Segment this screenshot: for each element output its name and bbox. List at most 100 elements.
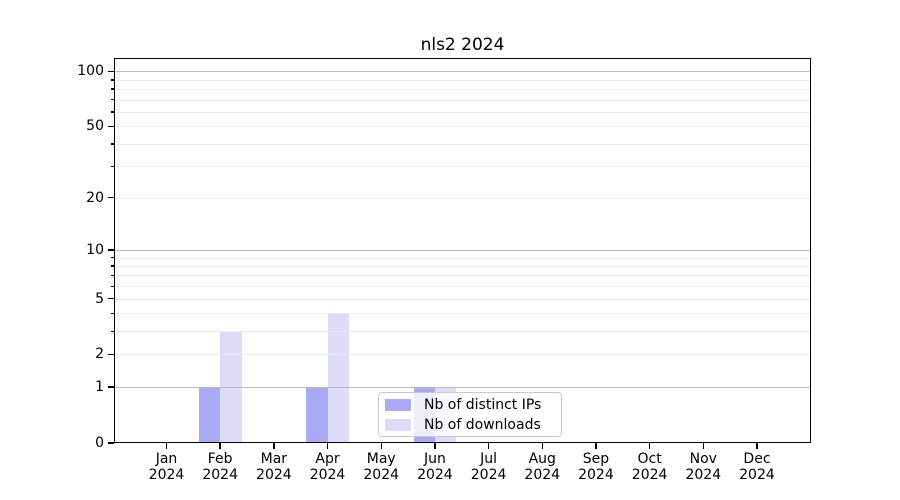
y-tick-label-2: 2 bbox=[95, 346, 104, 363]
x-tick-oct bbox=[648, 443, 651, 449]
y-tick-10 bbox=[108, 249, 114, 251]
y-tick-label-10: 10 bbox=[86, 241, 104, 258]
y-gridline-2 bbox=[114, 354, 811, 356]
x-tick-label-jan: Jan 2024 bbox=[127, 451, 207, 483]
x-tick-aug bbox=[541, 443, 543, 449]
y-gridline-10 bbox=[114, 249, 811, 251]
x-tick-year: 2024 bbox=[148, 467, 185, 483]
y-gridline-6 bbox=[114, 286, 811, 288]
y-gridline-50 bbox=[114, 126, 811, 128]
x-tick-label-feb: Feb 2024 bbox=[180, 451, 260, 483]
x-tick-year: 2024 bbox=[256, 467, 292, 483]
x-tick-label-oct: Oct 2024 bbox=[610, 451, 690, 483]
x-tick-label-dec: Dec 2024 bbox=[717, 451, 797, 483]
x-tick-jul bbox=[487, 443, 490, 449]
x-tick-label-may: May 2024 bbox=[341, 451, 421, 483]
x-tick-year: 2024 bbox=[470, 467, 507, 483]
x-tick-label-sep: Sep 2024 bbox=[556, 451, 636, 483]
x-tick-label-mar: Mar 2024 bbox=[234, 451, 314, 483]
y-gridline-30 bbox=[114, 166, 811, 168]
y-gridline-1 bbox=[114, 387, 811, 389]
x-tick-year: 2024 bbox=[578, 467, 614, 483]
legend-swatch-distinct-ips bbox=[385, 398, 411, 411]
x-tick-jan bbox=[165, 443, 168, 449]
y-tick-label-0: 0 bbox=[95, 435, 104, 451]
x-tick-year: 2024 bbox=[363, 467, 400, 483]
x-tick-year: 2024 bbox=[309, 467, 346, 483]
y-gridline-8 bbox=[114, 265, 811, 267]
y-gridline-5 bbox=[114, 298, 811, 300]
y-gridline-70 bbox=[114, 99, 811, 101]
x-tick-year: 2024 bbox=[631, 467, 668, 483]
x-tick-mar bbox=[273, 443, 275, 449]
x-tick-month: Dec bbox=[743, 451, 771, 467]
y-tick-label-100: 100 bbox=[77, 63, 104, 80]
y-tick-label-1: 1 bbox=[95, 379, 104, 396]
x-tick-month: Feb bbox=[207, 451, 233, 467]
x-tick-label-nov: Nov 2024 bbox=[663, 451, 743, 483]
x-tick-sep bbox=[595, 443, 597, 449]
y-minortick-8 bbox=[110, 265, 114, 267]
y-gridline-20 bbox=[114, 197, 811, 199]
legend-swatch-downloads bbox=[385, 418, 411, 431]
y-tick-20 bbox=[108, 197, 114, 199]
legend-entry-distinct-ips: Nb of distinct IPs bbox=[385, 397, 561, 413]
x-tick-year: 2024 bbox=[739, 467, 775, 483]
y-tick-2 bbox=[108, 353, 114, 356]
y-tick-label-50: 50 bbox=[86, 118, 104, 135]
x-tick-jun bbox=[434, 443, 436, 449]
x-tick-month: Sep bbox=[582, 451, 610, 467]
x-tick-year: 2024 bbox=[417, 467, 453, 483]
x-tick-year: 2024 bbox=[202, 467, 238, 483]
x-tick-month: Oct bbox=[637, 451, 662, 467]
x-tick-nov bbox=[702, 443, 704, 449]
y-tick-label-20: 20 bbox=[86, 189, 104, 206]
y-minortick-70 bbox=[110, 99, 114, 101]
x-tick-year: 2024 bbox=[685, 467, 722, 483]
y-minortick-60 bbox=[110, 111, 114, 113]
x-tick-label-jun: Jun 2024 bbox=[395, 451, 475, 483]
y-minortick-40 bbox=[110, 143, 114, 145]
y-minortick-3 bbox=[110, 330, 114, 333]
y-gridline-100 bbox=[114, 71, 811, 73]
y-gridline-4 bbox=[114, 313, 811, 315]
x-tick-label-jul: Jul 2024 bbox=[449, 451, 529, 483]
y-minortick-80 bbox=[110, 88, 114, 90]
x-tick-dec bbox=[756, 443, 758, 449]
y-tick-0 bbox=[108, 442, 114, 444]
y-minortick-90 bbox=[110, 79, 114, 81]
bar-downloads-feb bbox=[220, 331, 242, 443]
bar-distinct-ips-feb bbox=[198, 387, 221, 443]
x-tick-month: Nov bbox=[689, 451, 717, 467]
y-gridline-9 bbox=[114, 257, 811, 259]
legend-label-downloads: Nb of downloads bbox=[424, 416, 541, 433]
x-tick-may bbox=[380, 443, 382, 449]
legend-label-distinct-ips: Nb of distinct IPs bbox=[424, 396, 542, 413]
x-tick-label-aug: Aug 2024 bbox=[502, 451, 582, 483]
legend: Nb of distinct IPs Nb of downloads bbox=[378, 392, 562, 437]
y-tick-label-5: 5 bbox=[95, 290, 104, 307]
y-gridline-7 bbox=[114, 275, 811, 277]
y-minortick-7 bbox=[110, 274, 114, 277]
y-tick-100 bbox=[108, 70, 114, 72]
y-minortick-4 bbox=[110, 312, 114, 315]
x-tick-month: Apr bbox=[315, 451, 340, 467]
x-tick-month: Mar bbox=[260, 451, 288, 467]
y-gridline-80 bbox=[114, 88, 811, 90]
y-gridline-3 bbox=[114, 331, 811, 333]
x-tick-month: Aug bbox=[528, 451, 556, 467]
x-tick-feb bbox=[219, 443, 221, 449]
y-tick-1 bbox=[108, 386, 114, 388]
x-tick-apr bbox=[326, 443, 329, 449]
y-gridline-40 bbox=[114, 143, 811, 145]
y-minortick-6 bbox=[110, 285, 114, 288]
y-minortick-9 bbox=[110, 257, 114, 259]
bar-distinct-ips-apr bbox=[306, 387, 328, 443]
x-tick-month: Jan bbox=[155, 451, 178, 467]
y-gridline-90 bbox=[114, 79, 811, 81]
y-minortick-30 bbox=[110, 165, 114, 168]
x-tick-year: 2024 bbox=[524, 467, 561, 483]
y-gridline-60 bbox=[114, 111, 811, 113]
x-tick-month: Jun bbox=[423, 451, 446, 467]
